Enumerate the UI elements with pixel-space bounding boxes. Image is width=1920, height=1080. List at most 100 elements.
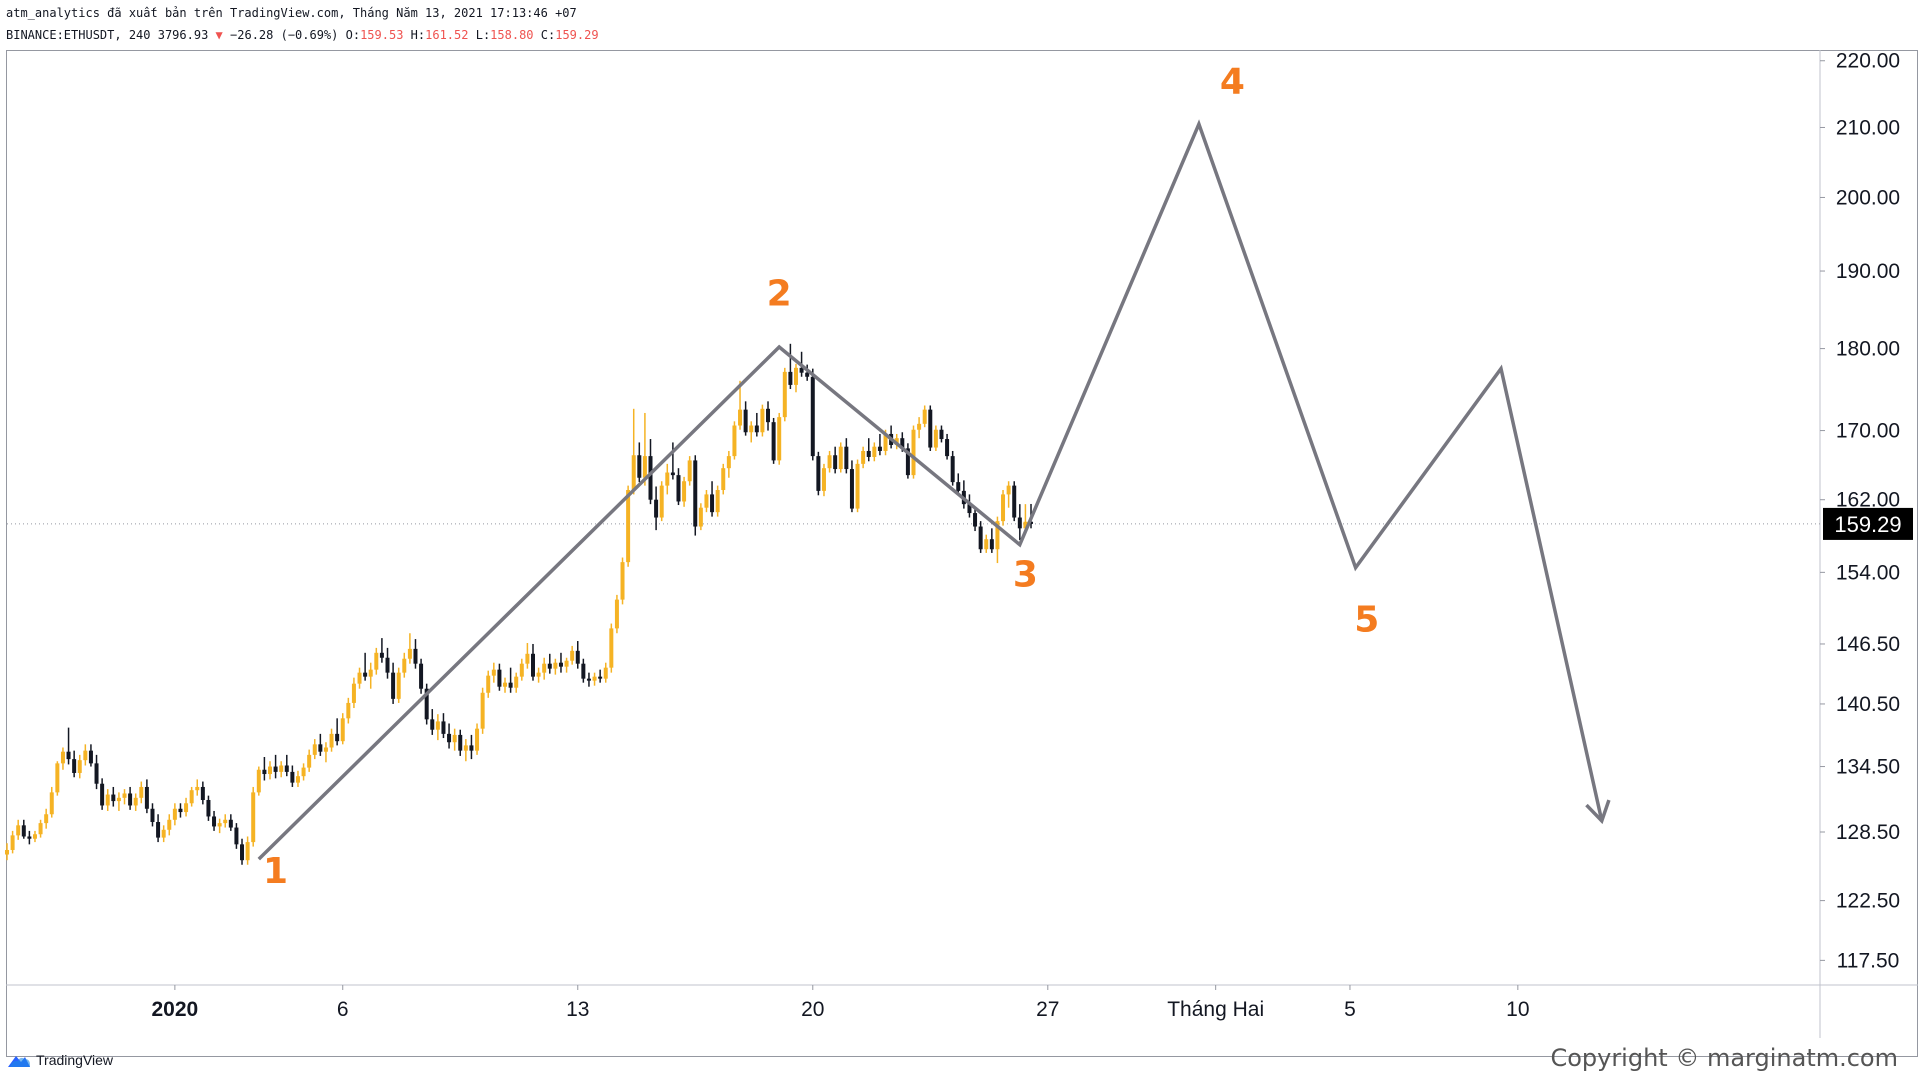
tradingview-brand: TradingView xyxy=(36,1052,114,1068)
candle-body xyxy=(704,494,709,508)
candle xyxy=(21,819,26,839)
candle xyxy=(654,486,659,531)
candle-body xyxy=(928,409,933,448)
candle xyxy=(861,446,866,469)
candle-body xyxy=(838,446,843,470)
candle-body xyxy=(816,456,821,491)
candle-body xyxy=(441,721,446,734)
candle-body xyxy=(849,469,854,509)
candle-body xyxy=(536,672,541,677)
candle xyxy=(27,830,32,845)
candle-body xyxy=(877,446,882,451)
candle xyxy=(100,778,105,810)
candle-body xyxy=(659,485,664,518)
candle xyxy=(710,481,715,517)
candle-body xyxy=(911,429,916,476)
chart-frame[interactable] xyxy=(6,50,1918,1057)
candle-body xyxy=(335,733,340,742)
candle-body xyxy=(133,797,138,806)
arrow-head-icon xyxy=(1585,799,1611,825)
candle-body xyxy=(458,734,463,751)
candle-body xyxy=(614,599,619,629)
tradingview-logo[interactable]: TradingView xyxy=(6,1050,113,1070)
candle-body xyxy=(754,425,759,433)
candle xyxy=(586,672,591,687)
candle-body xyxy=(586,678,591,681)
candle-body xyxy=(407,648,412,659)
candle-body xyxy=(525,653,530,664)
candle-body xyxy=(128,793,133,806)
x-tick-label: 27 xyxy=(1036,998,1059,1021)
candle-body xyxy=(212,816,217,827)
candle-body xyxy=(788,371,793,385)
candle-body xyxy=(419,663,424,689)
candle xyxy=(240,838,245,865)
candle xyxy=(357,667,362,689)
candle xyxy=(956,473,961,496)
candle xyxy=(139,781,144,804)
candle-body xyxy=(698,507,703,527)
candle-body xyxy=(743,409,748,433)
candle-body xyxy=(844,446,849,470)
candle-body xyxy=(402,658,407,673)
candle xyxy=(1012,481,1017,522)
candle-body xyxy=(44,814,49,824)
candle xyxy=(144,779,149,814)
candle xyxy=(60,747,65,770)
candle-body xyxy=(710,494,715,513)
y-tick-label: 146.50 xyxy=(1836,633,1900,656)
candle xyxy=(866,438,871,462)
candle xyxy=(245,836,250,865)
candle xyxy=(161,825,166,843)
candle-body xyxy=(273,766,278,772)
change-value: −26.28 (−0.69%) xyxy=(230,28,339,42)
candle xyxy=(49,786,54,818)
candle xyxy=(984,534,989,553)
wave-label: 1 xyxy=(263,851,288,892)
candle-body xyxy=(642,456,647,478)
candle xyxy=(195,779,200,796)
candle xyxy=(150,803,155,827)
candle-body xyxy=(447,733,452,743)
candle-body xyxy=(452,734,457,743)
candle xyxy=(480,687,485,734)
candle xyxy=(855,459,860,513)
candle-body xyxy=(570,650,575,661)
wave-label: 4 xyxy=(1220,62,1245,103)
candle xyxy=(200,781,205,805)
candle-body xyxy=(810,376,815,457)
candle xyxy=(32,830,37,843)
candle-body xyxy=(687,460,692,482)
candle-body xyxy=(290,771,295,783)
candle xyxy=(335,718,340,746)
candle xyxy=(491,662,496,683)
candle xyxy=(989,528,994,553)
candle xyxy=(945,433,950,460)
candle-body xyxy=(312,744,317,755)
candle xyxy=(598,669,603,683)
wave-label: 3 xyxy=(1013,554,1038,595)
y-tick-label: 200.00 xyxy=(1836,186,1900,209)
candle xyxy=(156,814,161,843)
candle-body xyxy=(178,808,183,813)
candle-body xyxy=(228,819,233,828)
candle-body xyxy=(682,481,687,502)
candle-body xyxy=(340,718,345,742)
open-value: 159.53 xyxy=(360,28,404,42)
candle-body xyxy=(933,429,938,448)
candle xyxy=(66,727,71,765)
candle-body xyxy=(32,834,37,839)
candle xyxy=(452,728,457,751)
candle xyxy=(128,786,133,810)
candle-body xyxy=(1001,494,1006,522)
candle-body xyxy=(49,792,54,815)
candle-body xyxy=(922,409,927,424)
candle xyxy=(738,380,743,430)
candle-body xyxy=(88,750,93,764)
candle xyxy=(693,455,698,536)
candle-body xyxy=(766,408,771,423)
candle-body xyxy=(793,367,798,385)
candle-body xyxy=(609,628,614,668)
candle-body xyxy=(363,672,368,677)
